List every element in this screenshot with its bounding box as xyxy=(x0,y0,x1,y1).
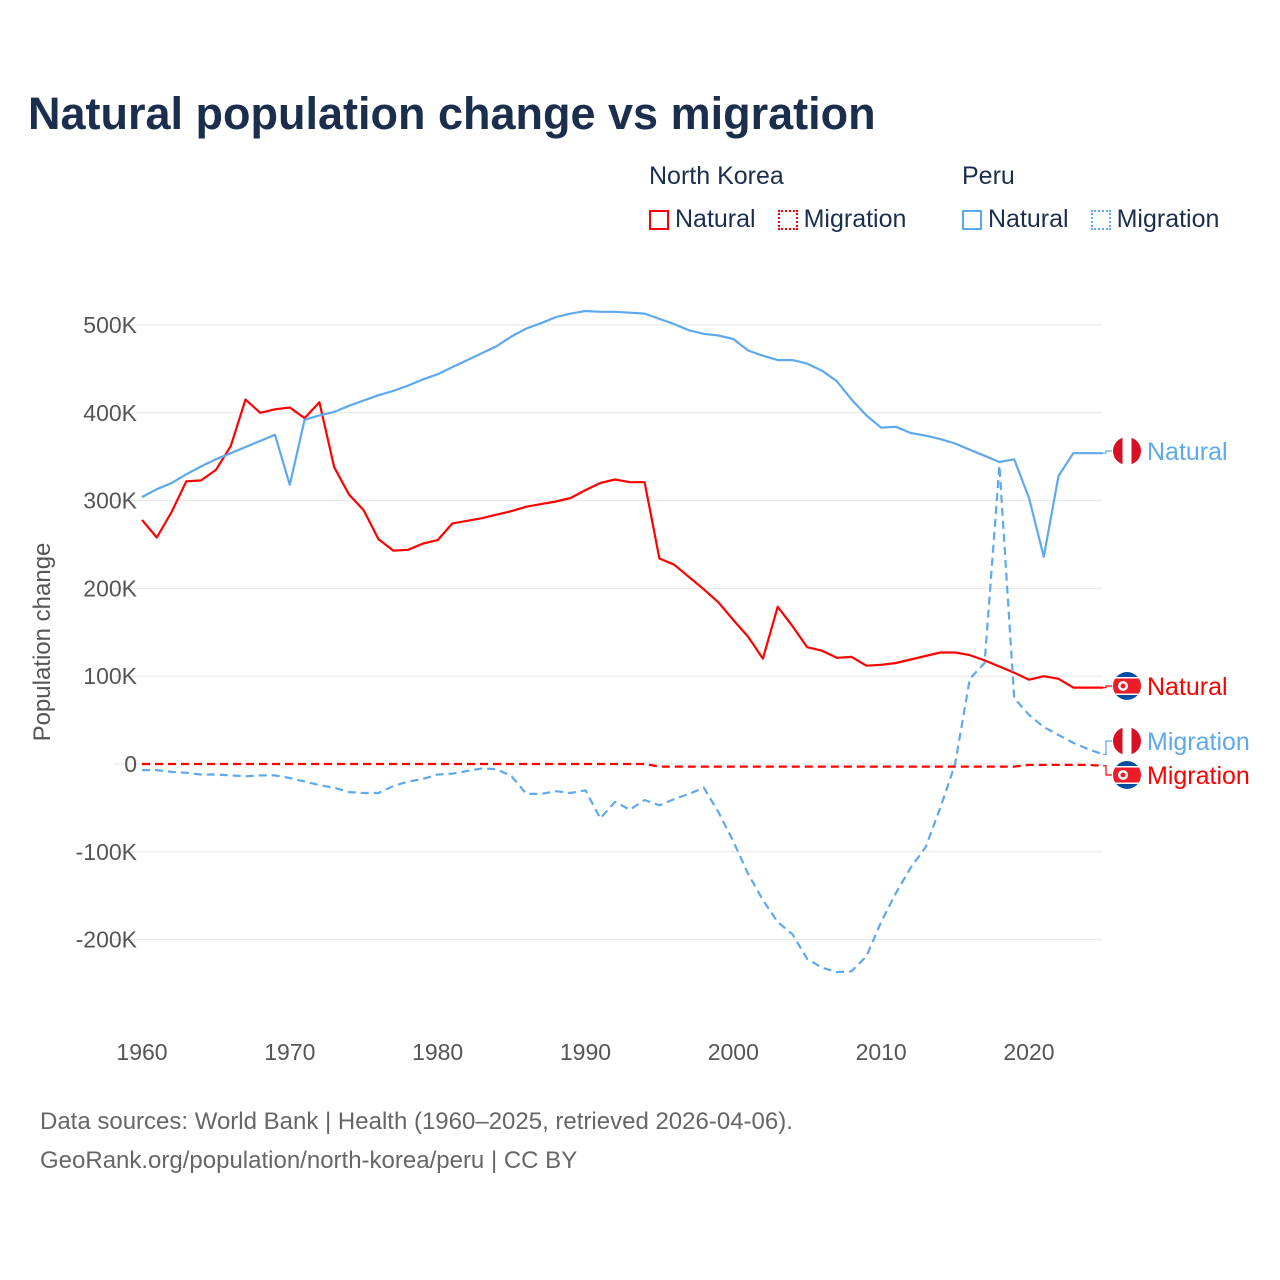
legend-label: Natural xyxy=(988,205,1069,233)
line-chart: 500K 400K 300K 200K 100K 0 -100K -200K 1960 1970… xyxy=(29,309,1250,1065)
legend-group-title: North Korea xyxy=(649,162,784,190)
legend-swatch-solid-icon xyxy=(649,209,669,230)
footer-link[interactable]: GeoRank.org/population/north-korea/peru … xyxy=(40,1147,578,1174)
end-label-peru-natural: Natural xyxy=(1103,437,1228,466)
north-korea-flag-icon xyxy=(1113,761,1141,789)
legend-label: Migration xyxy=(1116,205,1220,233)
y-tick-label: 400K xyxy=(83,400,137,426)
end-label-north-korea-migration: Migration xyxy=(1103,761,1250,790)
north-korea-flag-icon xyxy=(1113,672,1141,700)
series-line-peru-migration[interactable] xyxy=(142,464,1104,974)
series-line-peru-natural[interactable] xyxy=(141,309,1103,558)
end-label-text: Migration xyxy=(1147,762,1250,790)
legend-swatch-solid-icon xyxy=(962,209,982,230)
end-label-north-korea-natural: Natural xyxy=(1103,672,1228,701)
y-tick-label: 200K xyxy=(83,575,137,601)
legend-swatch-dotted-icon xyxy=(1090,209,1111,230)
footer-sources: Data sources: World Bank | Health (1960–… xyxy=(40,1108,793,1135)
legend-group-north-korea: North Korea Natural Migration xyxy=(649,162,906,234)
x-tick-label: 1970 xyxy=(264,1039,315,1065)
y-tick-label: 500K xyxy=(83,312,137,338)
end-label-text: Natural xyxy=(1147,438,1228,466)
x-tick-label: 1960 xyxy=(116,1039,167,1065)
y-tick-label: -200K xyxy=(76,927,138,953)
end-label-text: Natural xyxy=(1147,673,1228,701)
x-tick-label: 2000 xyxy=(708,1039,759,1065)
y-tick-label: 300K xyxy=(83,488,137,514)
chart-title: Natural population change vs migration xyxy=(28,88,876,139)
y-tick-label: -100K xyxy=(76,839,138,865)
peru-flag-icon xyxy=(1113,437,1141,465)
legend-item-north-korea-natural[interactable]: Natural xyxy=(649,205,756,234)
series-line-north-korea-migration[interactable] xyxy=(142,762,1103,768)
legend-item-peru-migration[interactable]: Migration xyxy=(1090,205,1220,234)
end-label-peru-migration: Migration xyxy=(1103,727,1250,756)
legend-label: Natural xyxy=(675,205,756,233)
legend-group-title: Peru xyxy=(962,162,1015,190)
legend-item-peru-natural[interactable]: Natural xyxy=(962,205,1069,234)
series-line-north-korea-natural[interactable] xyxy=(141,398,1103,689)
y-axis-label: Population change xyxy=(29,543,56,742)
x-tick-label: 1980 xyxy=(412,1039,463,1065)
y-tick-label: 100K xyxy=(83,663,137,689)
y-tick-label: 0 xyxy=(124,751,137,777)
legend-item-north-korea-migration[interactable]: Migration xyxy=(777,205,907,234)
x-tick-label: 2020 xyxy=(1003,1039,1054,1065)
x-tick-label: 2010 xyxy=(856,1039,907,1065)
legend-group-peru: Peru Natural Migration xyxy=(962,162,1219,234)
x-tick-label: 1990 xyxy=(560,1039,611,1065)
peru-flag-icon xyxy=(1113,727,1141,755)
end-label-text: Migration xyxy=(1147,728,1250,756)
legend-label: Migration xyxy=(803,205,907,233)
legend-swatch-dotted-icon xyxy=(777,209,798,230)
